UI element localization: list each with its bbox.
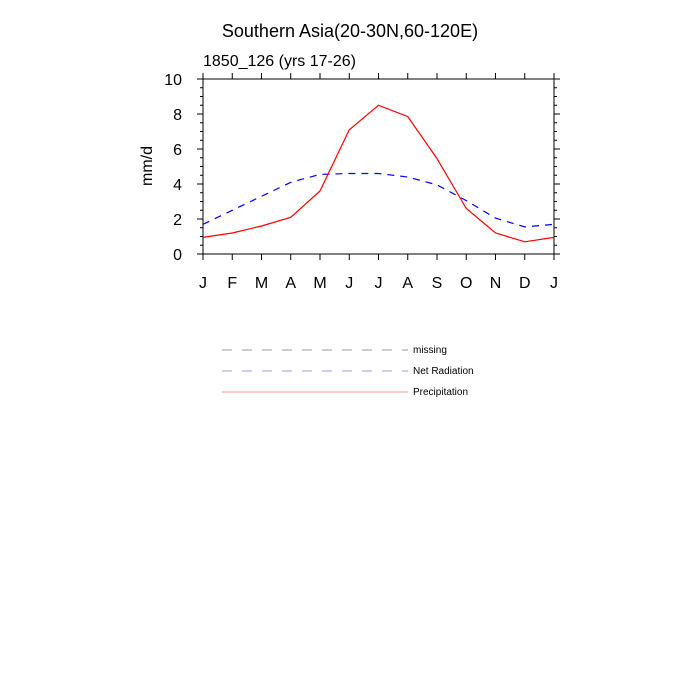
y-tick-label: 6: [173, 142, 182, 159]
x-tick-label: A: [402, 275, 413, 292]
x-tick-label: N: [490, 275, 502, 292]
x-tick-label: F: [227, 275, 237, 292]
y-tick-label: 4: [173, 177, 182, 194]
y-tick-label: 10: [164, 72, 182, 89]
series-line-precipitation: [202, 104, 555, 243]
x-tick-label: S: [432, 275, 443, 292]
y-axis-label: mm/d: [139, 146, 156, 186]
y-tick-label: 2: [173, 212, 182, 229]
series-line-net-radiation: [202, 172, 555, 228]
x-tick-label: M: [255, 275, 268, 292]
series-group: [202, 104, 555, 243]
x-tick-label: A: [285, 275, 296, 292]
chart-subtitle: 1850_126 (yrs 17-26): [203, 53, 356, 70]
y-tick-label: 0: [173, 247, 182, 264]
chart-title: Southern Asia(20-30N,60-120E): [222, 21, 478, 41]
y-tick-label: 8: [173, 107, 182, 124]
legend-label: Net Radiation: [413, 366, 474, 377]
x-tick-label: J: [375, 275, 383, 292]
x-tick-label: O: [460, 275, 472, 292]
x-tick-label: J: [345, 275, 353, 292]
legend-label: Precipitation: [413, 387, 468, 398]
x-tick-label: J: [199, 275, 207, 292]
x-tick-label: J: [550, 275, 558, 292]
x-tick-label: M: [313, 275, 326, 292]
legend-label: missing: [413, 345, 447, 356]
x-tick-label: D: [519, 275, 531, 292]
legend: missing Net Radiation Precipitation: [222, 345, 474, 398]
